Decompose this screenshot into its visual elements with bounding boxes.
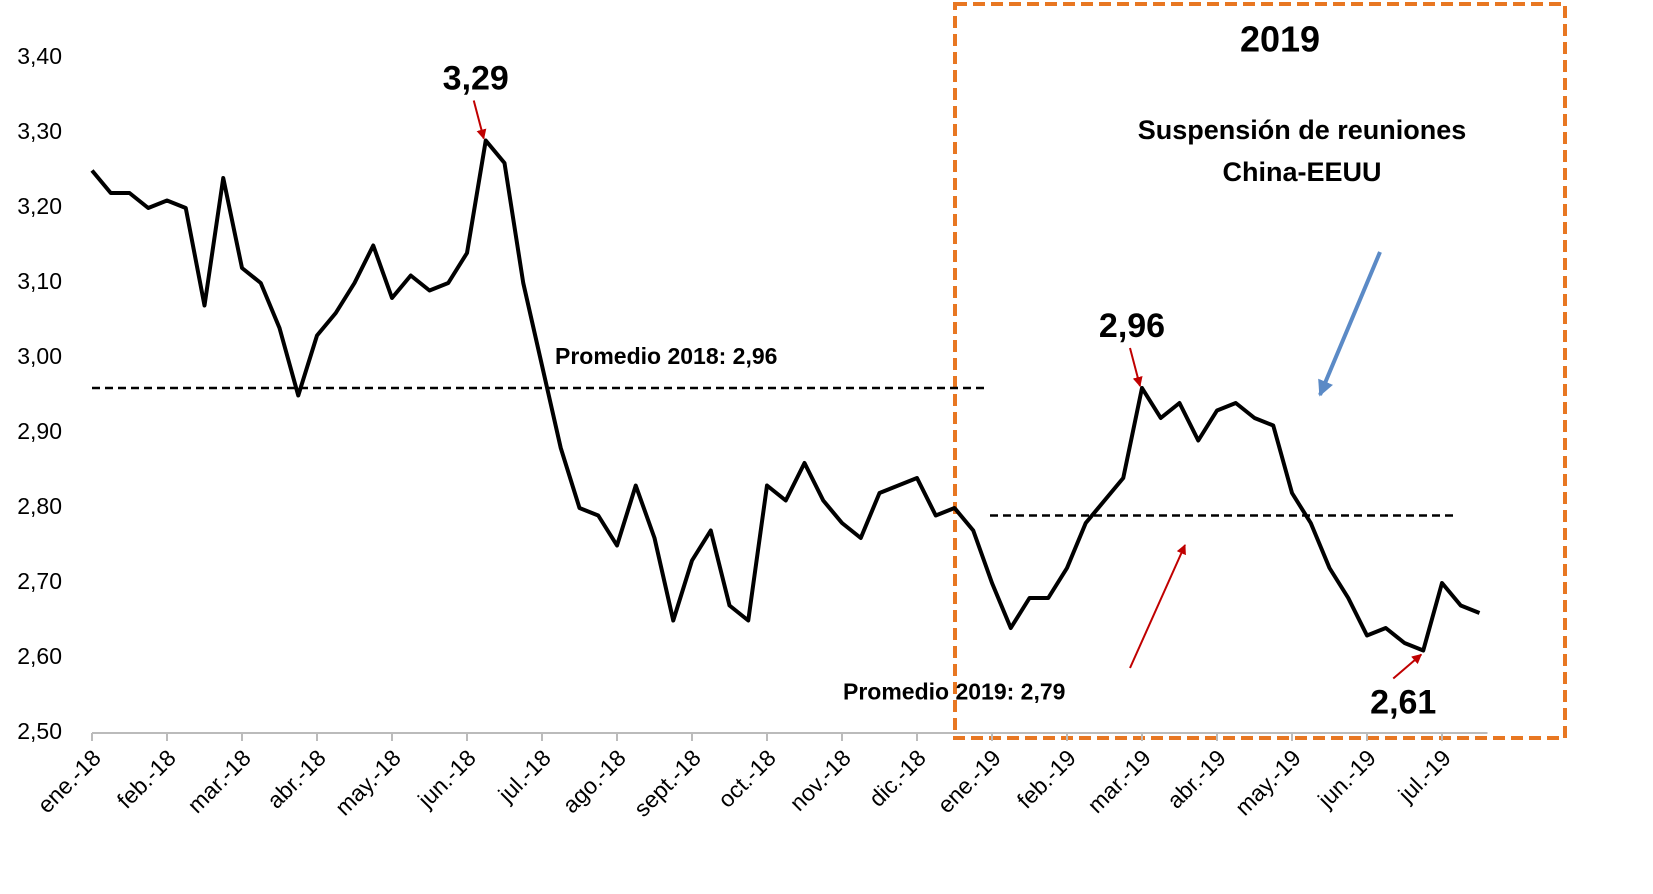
y-tick-label: 2,90 xyxy=(17,418,62,444)
x-tick-label: may.-18 xyxy=(330,744,406,820)
reference-label: Promedio 2018: 2,96 xyxy=(555,343,777,369)
y-tick-label: 3,00 xyxy=(17,343,62,369)
arrow xyxy=(1318,251,1382,397)
box-text: Suspensión de reuniones xyxy=(1138,115,1467,145)
x-tick-label: ene.-19 xyxy=(932,744,1006,818)
x-tick-label: feb.-18 xyxy=(112,744,181,813)
x-tick-label: jul.-19 xyxy=(1392,744,1455,807)
x-tick-label: mar.-18 xyxy=(182,744,256,818)
x-tick-label: abr.-19 xyxy=(1162,744,1231,813)
x-tick-label: ago.-18 xyxy=(557,744,631,818)
reference-label: Promedio 2019: 2,79 xyxy=(843,679,1065,705)
x-tick-label: sept.-18 xyxy=(629,744,706,821)
annotation-arrow xyxy=(1129,347,1143,387)
y-tick-label: 2,70 xyxy=(17,568,62,594)
line xyxy=(90,138,1481,653)
y-tick-label: 3,40 xyxy=(17,43,62,69)
x-tick-label: jun.-19 xyxy=(1312,744,1381,813)
annotation: 2,61 xyxy=(1370,683,1436,721)
x-tick-label: dic.-18 xyxy=(864,744,931,811)
x-tick-label: oct.-18 xyxy=(713,744,781,812)
y-tick-label: 3,20 xyxy=(17,193,62,219)
x-tick-label: ene.-18 xyxy=(32,744,106,818)
y-tick-label: 3,30 xyxy=(17,118,62,144)
x-tick-label: jun.-18 xyxy=(412,744,481,813)
highlight-box xyxy=(953,2,1567,740)
annotation: 3,29 xyxy=(443,59,509,97)
annotation-arrow xyxy=(472,100,487,140)
x-tick-label: nov.-18 xyxy=(784,744,855,815)
x-tick-label: jul.-18 xyxy=(492,744,555,807)
x-tick-label: mar.-19 xyxy=(1082,744,1156,818)
y-tick-label: 3,10 xyxy=(17,268,62,294)
annotation-arrow xyxy=(1392,653,1423,680)
box-title: 2019 xyxy=(1240,19,1320,60)
x-tick-label: feb.-19 xyxy=(1012,744,1081,813)
y-tick-label: 2,50 xyxy=(17,718,62,744)
y-tick-label: 2,60 xyxy=(17,643,62,669)
arrow xyxy=(1129,544,1186,669)
x-tick-label: may.-19 xyxy=(1230,744,1306,820)
x-tick-label: abr.-18 xyxy=(262,744,331,813)
box-text: China-EEUU xyxy=(1222,157,1381,187)
annotation: 2,96 xyxy=(1099,307,1165,345)
y-tick-label: 2,80 xyxy=(17,493,62,519)
